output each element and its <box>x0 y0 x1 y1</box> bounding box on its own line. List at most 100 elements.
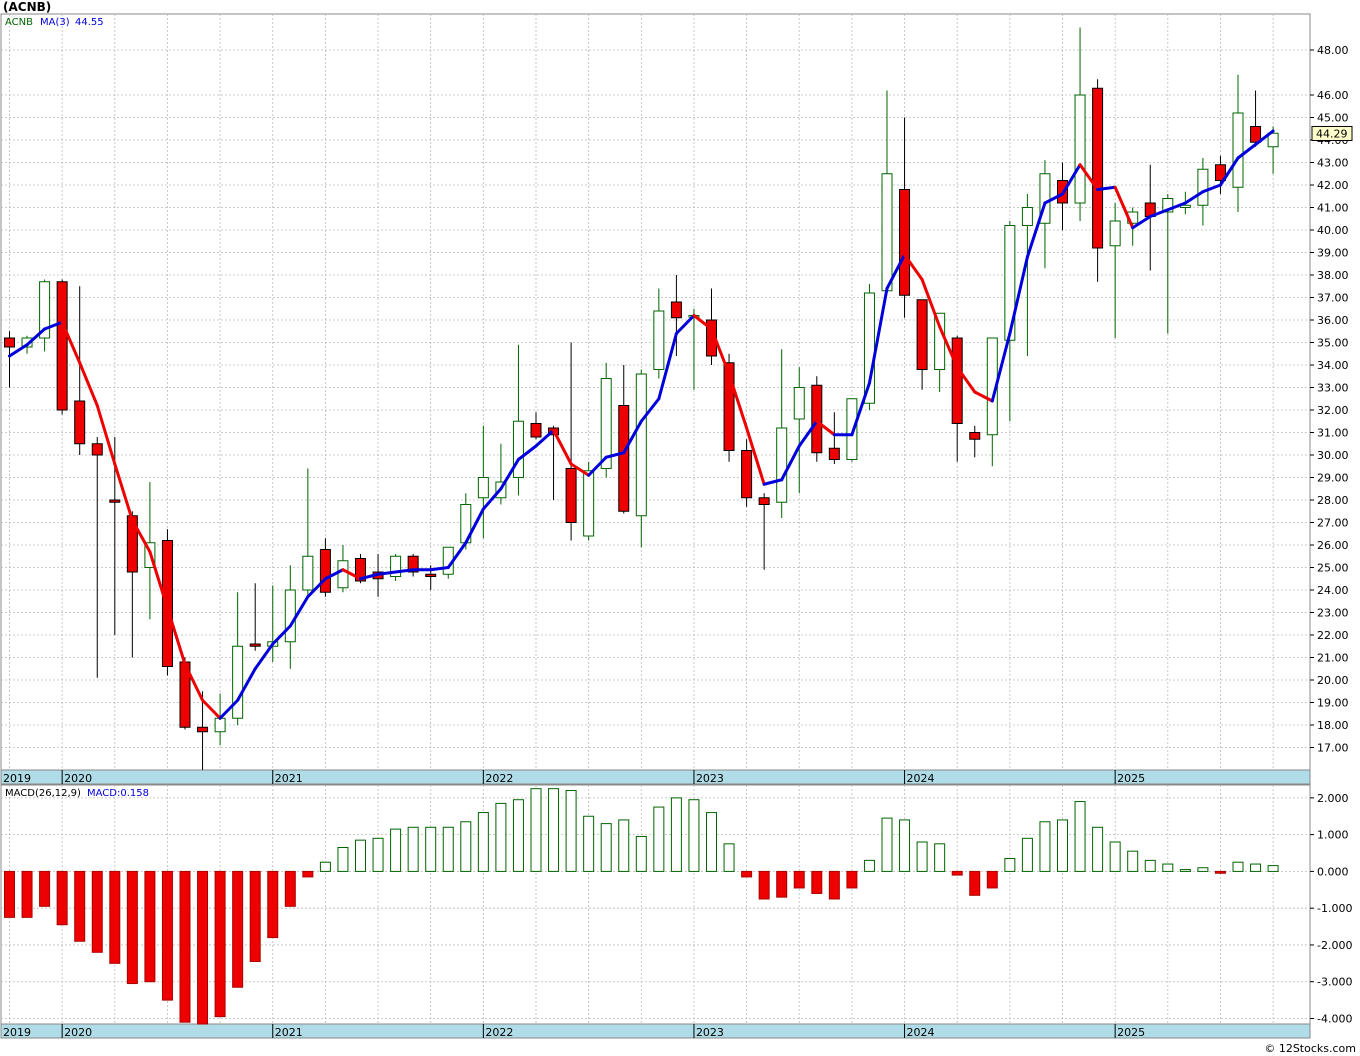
ma3-segment <box>1183 190 1205 205</box>
candle-body <box>618 405 630 512</box>
candle-up <box>1162 194 1174 334</box>
candle-up <box>302 468 314 597</box>
macd-bar-negative <box>126 870 138 985</box>
macd-bar-positive <box>319 861 331 872</box>
macd-bar-positive <box>1057 819 1068 872</box>
macd-bar-positive <box>1162 863 1174 872</box>
ma3-segment <box>920 278 942 329</box>
price-legend-ma-label: MA(3) <box>40 17 70 28</box>
macd-bar-positive <box>565 790 577 872</box>
candle-body <box>776 427 788 503</box>
ma3-segment <box>341 568 362 581</box>
macd-bar-negative <box>793 870 805 889</box>
macd-bar-negative <box>284 870 296 907</box>
macd-bar-positive <box>1250 863 1262 872</box>
price-tick-label: 29.00 <box>1317 472 1349 485</box>
candle-body <box>811 384 823 454</box>
candle-down <box>1214 155 1226 194</box>
macd-bar-negative <box>232 870 244 988</box>
macd-bar-negative <box>811 870 823 894</box>
macd-tick-label: -4.000 <box>1317 1012 1352 1025</box>
ma3-segment <box>429 566 450 572</box>
price-tick-label: 31.00 <box>1317 427 1349 440</box>
ma3-segment <box>727 372 749 430</box>
ma3-segment <box>165 606 187 666</box>
macd-bar-positive <box>635 835 647 872</box>
ma3-segment <box>183 662 205 702</box>
ma3-segment <box>43 320 64 331</box>
macd-bar-positive <box>723 843 735 872</box>
ma3-segment <box>95 404 117 466</box>
ma3-segment <box>253 642 275 671</box>
ma3-segment <box>1236 143 1258 160</box>
candle-body <box>1004 225 1016 341</box>
macd-bar-positive <box>1197 867 1209 872</box>
candle-body <box>1214 164 1226 181</box>
candle-body <box>583 470 595 537</box>
macd-bar-negative <box>56 870 68 926</box>
macd-bar-negative <box>267 870 279 939</box>
candle-down <box>4 331 15 388</box>
ma3-segment <box>1113 185 1135 230</box>
ma3-segment <box>464 507 485 545</box>
price-tick-label: 40.00 <box>1317 224 1349 237</box>
price-tick-label: 19.00 <box>1317 697 1349 710</box>
ma3-segment <box>552 428 573 466</box>
year-label: 2021 <box>275 772 303 785</box>
ma3-segment <box>692 314 713 331</box>
candle-body <box>1092 87 1104 249</box>
candle-body <box>407 555 419 573</box>
year-label: 2020 <box>64 772 92 785</box>
ma3-segment <box>1254 129 1275 146</box>
macd-bar-negative <box>144 870 156 983</box>
ma3-segment <box>148 550 169 610</box>
price-tick-label: 41.00 <box>1317 202 1349 215</box>
price-time-axis <box>0 769 1311 785</box>
year-label: 2020 <box>64 1026 92 1039</box>
ma3-segment <box>60 320 82 365</box>
price-tick-label: 23.00 <box>1317 607 1349 620</box>
ma3-segment <box>745 426 766 486</box>
macd-bar-positive <box>1074 801 1086 872</box>
ma3-segment <box>323 568 345 581</box>
price-tick-label: 42.00 <box>1317 179 1349 192</box>
macd-bar-negative <box>39 870 51 907</box>
candle-body <box>1109 220 1121 247</box>
ma3-segment <box>201 698 222 720</box>
candle-body <box>302 555 314 591</box>
candle-body <box>232 645 244 719</box>
price-tick-label: 33.00 <box>1317 382 1349 395</box>
candle-down <box>951 335 963 462</box>
candle-body <box>565 468 577 523</box>
macd-bar-negative <box>302 870 314 878</box>
ma3-segment <box>657 332 678 401</box>
macd-tick-label: 0.000 <box>1317 865 1349 878</box>
candle-down <box>670 275 682 356</box>
candle-body <box>758 497 770 505</box>
macd-bar-positive <box>899 819 911 872</box>
ma3-segment <box>25 327 47 347</box>
macd-bar-negative <box>179 870 191 1023</box>
candle-body <box>530 423 542 438</box>
last-price-badge <box>1311 125 1353 141</box>
ma3-segment <box>113 462 134 522</box>
ma3-segment <box>218 698 240 720</box>
macd-bar-positive <box>653 806 665 872</box>
price-tick-label: 25.00 <box>1317 562 1349 575</box>
macd-bar-negative <box>846 870 858 889</box>
candle-up <box>1074 27 1086 221</box>
macd-bar-negative <box>758 870 770 900</box>
ma3-segment <box>674 314 696 335</box>
macd-bar-positive <box>1232 861 1244 872</box>
ma3-segment <box>780 444 801 482</box>
ma3-segment <box>973 390 994 403</box>
ma3-segment <box>1218 156 1240 187</box>
candle-up <box>1004 221 1016 422</box>
price-tick-label: 26.00 <box>1317 539 1349 552</box>
year-label: 2025 <box>1117 1026 1145 1039</box>
macd-bar-negative <box>249 870 261 962</box>
macd-bar-negative <box>109 870 121 964</box>
candle-down <box>741 439 753 507</box>
ma3-segment <box>850 381 871 437</box>
macd-bar-negative <box>91 870 103 953</box>
